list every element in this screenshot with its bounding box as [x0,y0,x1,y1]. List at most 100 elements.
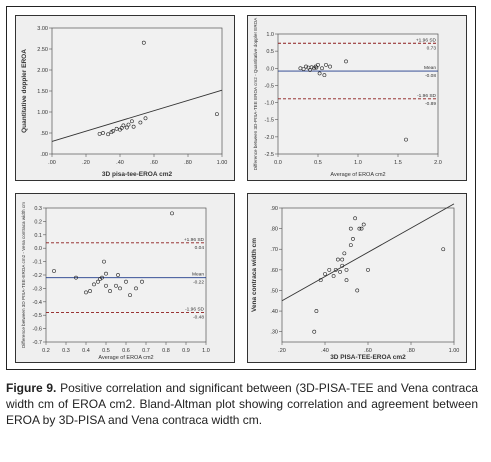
y-tick-label: -2.0 [265,135,274,141]
x-tick-label: 0.8 [162,348,170,354]
data-point [170,211,174,216]
y-tick-label: .00 [40,152,48,158]
y-tick-label: .40 [270,309,278,315]
data-point [404,137,408,142]
data-point [102,259,106,264]
data-point [340,263,345,268]
y-tick-label: -2.5 [265,152,274,158]
data-point [96,279,100,284]
data-point [338,270,342,274]
data-point [320,66,324,71]
data-point [348,243,353,248]
data-point [92,282,96,287]
reference-line-value: -0.48 [193,315,204,321]
x-axis-label: Average of EROA cm2 [98,355,153,361]
data-point [214,112,219,117]
data-point [323,272,327,276]
x-tick-label: 1.00 [449,348,460,354]
y-tick-label: -0.4 [33,300,42,306]
chart-svg: 0.2 0.3 0.4 0.5 0.6 0.7 0.8 0.9 1.0 0.3 0.2 0.1 0.0 -… [21,202,210,361]
x-tick-label: 0.4 [82,348,90,354]
data-point [143,116,148,121]
x-tick-label: 0.6 [122,348,130,354]
data-point [88,289,92,293]
x-tick-label: 1.5 [394,160,402,166]
plot-area [281,207,455,343]
x-axis-label: 3D PISA-TEE-EROA cm2 [330,354,406,361]
y-tick-label: .90 [270,206,278,212]
y-axis-label: Difference between 3D PISA-TEE-EROA cm2 … [21,202,26,348]
data-point [344,59,348,64]
data-point [106,132,111,137]
reference-line-value: -0.22 [193,280,204,286]
data-point [134,286,138,291]
y-tick-label: -1.0 [265,101,274,107]
data-point [131,124,136,129]
data-point [351,237,355,241]
reference-line-name: +1.96 SD [416,37,437,43]
x-tick-label: 1.00 [217,160,228,166]
x-tick-label: .40 [321,348,329,354]
y-tick-label: 2.00 [37,68,48,74]
data-point [114,126,119,131]
y-axis-label: Vena contraca width cm [251,238,258,312]
data-point [359,226,364,231]
reference-line-name: -1.96 SD [185,307,204,313]
chart-svg: 0.0 0.5 1.0 1.5 2.0 1.0 0.5 0.0 -0.5 -1.0 -1.5 -2.0… [253,17,442,178]
y-tick-label: 0.0 [34,246,42,252]
data-point [124,125,129,130]
y-tick-label: 0.0 [266,66,274,72]
data-point [301,67,306,71]
data-point [344,278,349,283]
data-point [140,279,144,284]
y-tick-label: 1.00 [37,110,48,116]
data-point [121,123,126,128]
y-tick-label: 3.00 [37,26,48,32]
data-point [104,283,108,288]
figure-caption: Figure 9. Positive correlation and signi… [6,380,478,428]
y-tick-label: -0.5 [265,83,274,89]
data-point [441,247,446,252]
figure-label: Figure 9. [6,381,57,395]
data-point [312,329,317,334]
data-point [317,71,322,76]
x-tick-label: 0.5 [314,160,322,166]
reference-line-name: Mean [424,65,436,71]
y-tick-label: .80 [270,227,278,233]
x-tick-label: 1.0 [354,160,362,166]
data-point [340,257,345,262]
x-tick-label: 0.2 [42,348,50,354]
x-tick-label: 0.0 [274,160,282,166]
reference-line-value: -0.08 [425,73,436,79]
data-point [118,286,122,291]
data-point [128,293,132,298]
data-point [314,65,319,70]
data-point [97,131,102,136]
y-tick-label: .50 [40,131,48,137]
reference-line-value: -0.89 [425,101,436,107]
y-tick-label: .30 [270,330,278,336]
data-point [126,122,131,127]
y-tick-label: -1.5 [265,118,274,124]
data-point [141,40,146,45]
x-tick-label: .60 [364,348,372,354]
y-tick-label: 1.0 [266,32,274,38]
data-point [344,267,349,272]
y-tick-label: .50 [270,288,278,294]
reference-line-value: 0.73 [427,45,437,51]
plot-area [45,207,207,343]
x-tick-label: 1.0 [202,348,210,354]
bland-altman-panel-bottom-left: 0.2 0.3 0.4 0.5 0.6 0.7 0.8 0.9 1.0 0.3 0.2 0.1 0.0 -… [15,193,235,363]
x-axis-label: 3D pisa-tee-EROA cm2 [102,171,173,178]
y-tick-label: -0.3 [33,286,42,292]
plot-area [277,33,439,155]
data-point [116,273,120,277]
x-tick-label: 2.0 [434,160,442,166]
chart-svg: .00 .20 .40 .60 .80 1.00 .00 .50 1.00 1.50 2.00 2.5… [21,26,228,178]
data-point [52,269,56,273]
data-point [130,119,134,124]
y-tick-label: -0.1 [33,260,42,266]
data-point [138,120,143,125]
reference-line-name: -1.96 SD [417,93,436,99]
y-tick-label: -0.7 [33,340,42,346]
